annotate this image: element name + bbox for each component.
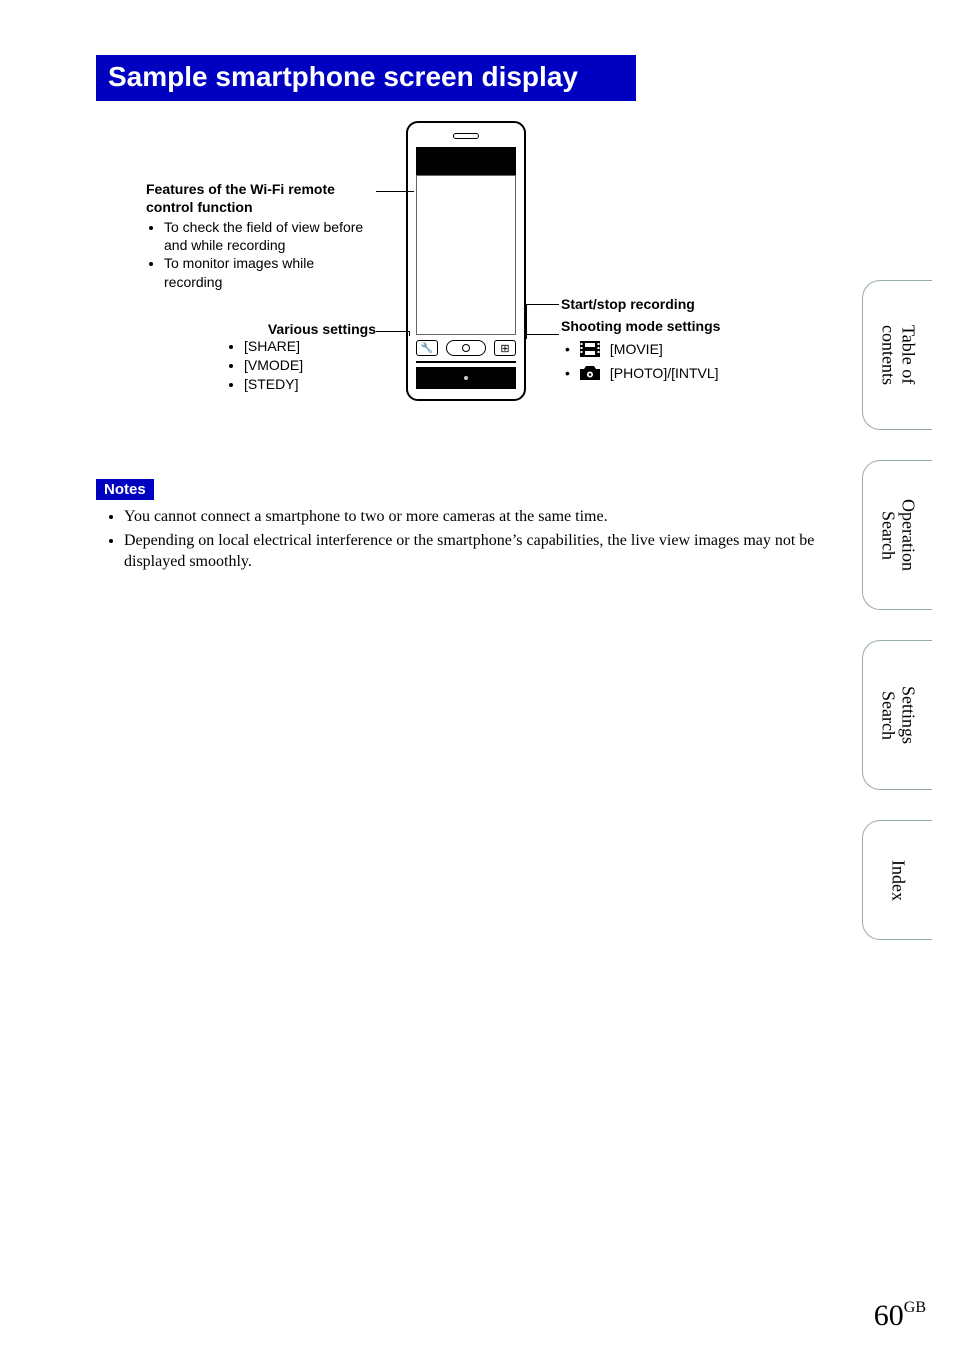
movie-icon (578, 340, 602, 358)
callout-line (376, 331, 409, 332)
phone-home-bar (416, 367, 516, 389)
callout-heading: Various settings (226, 321, 376, 337)
mode-label: [MOVIE] (610, 341, 663, 357)
callout-various-settings: Various settings [SHARE] [VMODE] [STEDY] (226, 321, 376, 394)
mode-row-movie: • [MOVIE] (565, 340, 811, 358)
callout-start-stop: Start/stop recording (561, 296, 811, 312)
phone-status-bar (416, 147, 516, 175)
tab-label: Index (888, 860, 908, 901)
mode-label: [PHOTO]/[INTVL] (610, 365, 719, 381)
callout-line (409, 331, 410, 336)
tab-settings-search[interactable]: SettingsSearch (862, 640, 932, 790)
notes-item: You cannot connect a smartphone to two o… (124, 506, 816, 528)
phone-live-view (416, 175, 516, 335)
list-item: To monitor images while recording (164, 254, 371, 290)
tab-label: SettingsSearch (878, 686, 918, 744)
list-item: To check the field of view before and wh… (164, 218, 371, 254)
tab-operation-search[interactable]: OperationSearch (862, 460, 932, 610)
list-item: [STEDY] (244, 375, 376, 394)
phone-speaker (453, 133, 479, 139)
callout-line (526, 334, 527, 339)
phone-mockup (406, 121, 526, 401)
list-item: [SHARE] (244, 337, 376, 356)
camera-icon (578, 364, 602, 382)
callout-list: To check the field of view before and wh… (146, 218, 371, 291)
callout-shooting-mode-heading: Shooting mode settings (561, 318, 811, 334)
callout-line (526, 334, 559, 335)
notes-list: You cannot connect a smartphone to two o… (96, 506, 816, 573)
side-nav-tabs: Table ofcontents OperationSearch Setting… (862, 280, 932, 970)
list-item: [VMODE] (244, 356, 376, 375)
phone-toolbar (416, 337, 516, 359)
page-root: Sample smartphone screen display Feature… (0, 0, 954, 1369)
mode-row-photo: • [PHOTO]/[INTVL] (565, 364, 811, 382)
callout-line (376, 191, 414, 192)
tab-index[interactable]: Index (862, 820, 932, 940)
notes-item: Depending on local electrical interferen… (124, 530, 816, 573)
callout-right: Start/stop recording Shooting mode setti… (561, 296, 811, 382)
bullet-icon: • (565, 342, 570, 356)
bullet-icon: • (565, 366, 570, 380)
tab-label: Table ofcontents (878, 325, 918, 385)
callout-heading: Features of the Wi-Fi remote control fun… (146, 181, 371, 216)
page-title: Sample smartphone screen display (96, 55, 636, 101)
notes-badge: Notes (96, 479, 154, 500)
callout-line (526, 304, 559, 305)
tab-label: OperationSearch (878, 499, 918, 571)
tab-table-of-contents[interactable]: Table ofcontents (862, 280, 932, 430)
page-number-value: 60 (874, 1299, 904, 1332)
diagram-area: Features of the Wi-Fi remote control fun… (96, 121, 914, 451)
record-button-icon (446, 340, 486, 356)
callout-list: [SHARE] [VMODE] [STEDY] (244, 337, 376, 394)
phone-separator (416, 361, 516, 363)
settings-icon (416, 340, 438, 356)
callout-features: Features of the Wi-Fi remote control fun… (146, 181, 371, 291)
callout-line (526, 304, 527, 334)
page-number: 60GB (874, 1299, 926, 1333)
page-number-suffix: GB (904, 1299, 926, 1316)
mode-switch-icon (494, 340, 516, 356)
